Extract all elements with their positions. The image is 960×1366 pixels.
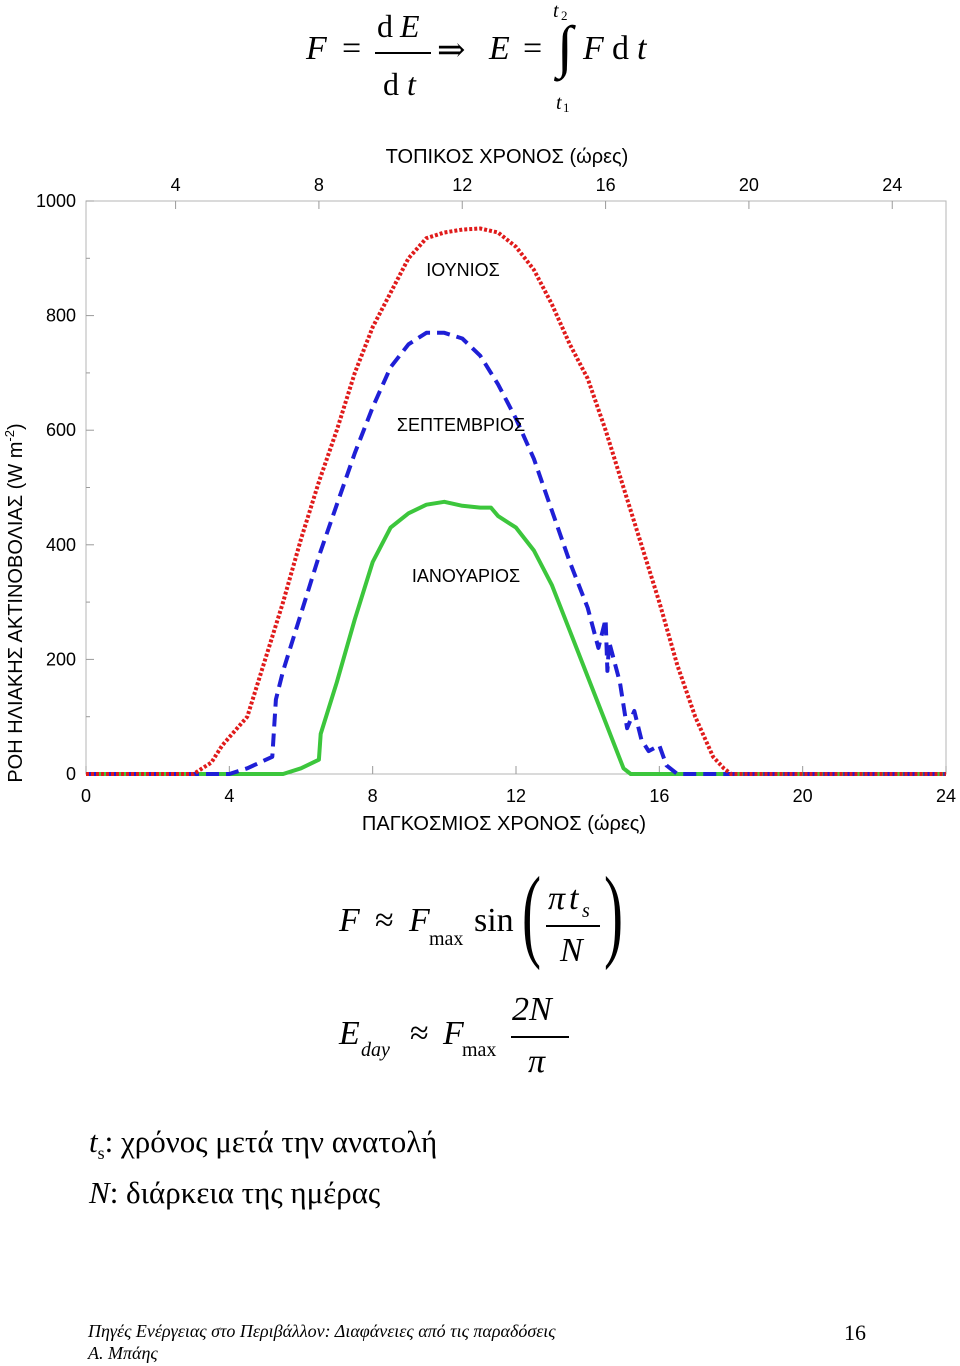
eday-fraction-bar [511, 1036, 569, 1038]
y-tick-label: 1000 [36, 191, 76, 211]
series-line-1 [86, 330, 946, 776]
y-axis-label-end: ) [5, 423, 27, 430]
eq-top-E1: E [400, 8, 420, 44]
footer-line2: Α. Μπάης [88, 1343, 158, 1363]
paren-left: ( [522, 856, 542, 971]
sine-F: F [339, 902, 360, 939]
top-tick-label: 12 [452, 175, 472, 195]
top-tick-label: 8 [314, 175, 324, 195]
y-tick-label: 600 [46, 420, 76, 440]
eq-top-lower-sub: 1 [563, 100, 570, 115]
eday-numerator: 2N [512, 991, 552, 1028]
y-tick-label: 400 [46, 535, 76, 555]
sine-approx: ≈ [375, 902, 394, 939]
fraction-bar [375, 52, 431, 54]
eq-top-lower-t: t [556, 92, 562, 114]
annotation-january: ΙΑΝΟΥΑΡΙΟΣ [412, 566, 520, 586]
annotation-september: ΣΕΠΤΕΜΒΡΙΟΣ [397, 415, 525, 435]
sine-pi: π [548, 880, 566, 917]
eq-top-t2: t [637, 30, 647, 67]
top-tick-label: 16 [596, 175, 616, 195]
sine-N: N [560, 932, 583, 969]
top-tick-label: 20 [739, 175, 759, 195]
eday-E: E [339, 1015, 360, 1052]
note-t: t [89, 1124, 98, 1159]
eday-day-sub: day [361, 1039, 390, 1061]
integral-sign: ∫ [557, 14, 573, 79]
y-tick-label: 800 [46, 306, 76, 326]
eq-top-equals2: = [523, 30, 543, 67]
eday-approx: ≈ [410, 1015, 429, 1052]
eq-top-upper-t: t [553, 0, 559, 22]
x-tick-label: 4 [224, 786, 234, 806]
eday-Fmax: F [443, 1015, 464, 1052]
eq-top-equals1: = [342, 30, 362, 67]
paren-right: ) [604, 856, 624, 971]
eq-top-F2: F [583, 30, 604, 67]
x-tick-label: 16 [649, 786, 669, 806]
top-tick-label: 4 [171, 175, 181, 195]
note-N-text: : διάρκεια της ημέρας [109, 1175, 381, 1211]
note-s-sub: s [97, 1143, 105, 1164]
x-axis-label: ΠΑΓΚΟΣΜΙΟΣ ΧΡΟΝΟΣ (ώρες) [362, 813, 646, 835]
eq-top-d3: d [612, 30, 629, 67]
sine-s-sub: s [582, 900, 590, 922]
eq-top-upper-sub: 2 [561, 8, 568, 23]
top-equation: F = d E d t ⇒ E = t 2 ∫ t 1 F d t [0, 0, 960, 130]
plot-frame [85, 200, 947, 775]
notes: ts: χρόνος μετά την ανατολή N: διάρκεια … [89, 1122, 789, 1213]
y-tick-label: 0 [66, 764, 76, 784]
x-tick-label: 8 [368, 786, 378, 806]
sine-Fmax: F [409, 902, 430, 939]
note-N-symbol: N [89, 1175, 110, 1211]
annotation-june: ΙΟΥΝΙΟΣ [426, 260, 500, 280]
page-number: 16 [844, 1320, 866, 1345]
eq-top-d2: d [383, 66, 399, 102]
top-tick-label: 24 [882, 175, 902, 195]
note-N: N: διάρκεια της ημέρας [89, 1173, 789, 1213]
y-axis-label: ΡΟΗ ΗΛΙΑΚΗΣ ΑΚΤΙΝΟΒΟΛΙΑΣ (W m-2) [2, 423, 27, 782]
y-axis-label-sup: -2 [2, 430, 17, 442]
sine-fraction-bar [546, 925, 600, 927]
eday-max-sub: max [462, 1039, 497, 1061]
sine-formula: F ≈ F max sin ( π t s N ) [0, 860, 960, 980]
eq-top-F: F [306, 30, 327, 67]
y-tick-label: 200 [46, 649, 76, 669]
top-axis-label: ΤΟΠΙΚΟΣ ΧΡΟΝΟΣ (ώρες) [386, 146, 629, 168]
solar-flux-chart: ΤΟΠΙΚΟΣ ΧΡΟΝΟΣ (ώρες) ΡΟΗ ΗΛΙΑΚΗΣ ΑΚΤΙΝΟ… [2, 146, 956, 835]
sine-max-sub: max [429, 928, 464, 950]
note-ts: ts: χρόνος μετά την ανατολή [89, 1122, 789, 1173]
footer-line1: Πηγές Ενέργειας στο Περιβάλλον: Διαφάνει… [88, 1321, 556, 1341]
sine-sin: sin [474, 902, 514, 939]
series-group [86, 226, 946, 776]
eday-formula: E day ≈ F max 2N π [0, 985, 960, 1095]
eday-denominator: π [528, 1043, 546, 1080]
svg-text:ΡΟΗ ΗΛΙΑΚΗΣ ΑΚΤΙΝΟΒΟΛΙΑΣ (W m-: ΡΟΗ ΗΛΙΑΚΗΣ ΑΚΤΙΝΟΒΟΛΙΑΣ (W m-2) [2, 423, 27, 782]
y-axis-label-main: ΡΟΗ ΗΛΙΑΚΗΣ ΑΚΤΙΝΟΒΟΛΙΑΣ (W m [5, 442, 27, 783]
sine-t: t [569, 880, 579, 917]
eq-top-d1: d [377, 8, 393, 44]
x-tick-label: 0 [81, 786, 91, 806]
axis-ticks: 0 4 8 12 16 20 24 4 8 12 16 20 24 0 200 400 600 800 1000 [36, 175, 956, 806]
x-tick-label: 12 [506, 786, 526, 806]
series-line-2 [86, 499, 946, 776]
x-tick-label: 24 [936, 786, 956, 806]
x-tick-label: 20 [793, 786, 813, 806]
eq-top-E2: E [489, 30, 510, 67]
footer: Πηγές Ενέργειας στο Περιβάλλον: Διαφάνει… [88, 1320, 688, 1364]
eq-top-t1: t [407, 66, 416, 102]
note-ts-text: : χρόνος μετά την ανατολή [104, 1124, 438, 1159]
series-line-0 [86, 226, 946, 776]
implies-arrow: ⇒ [437, 32, 466, 69]
